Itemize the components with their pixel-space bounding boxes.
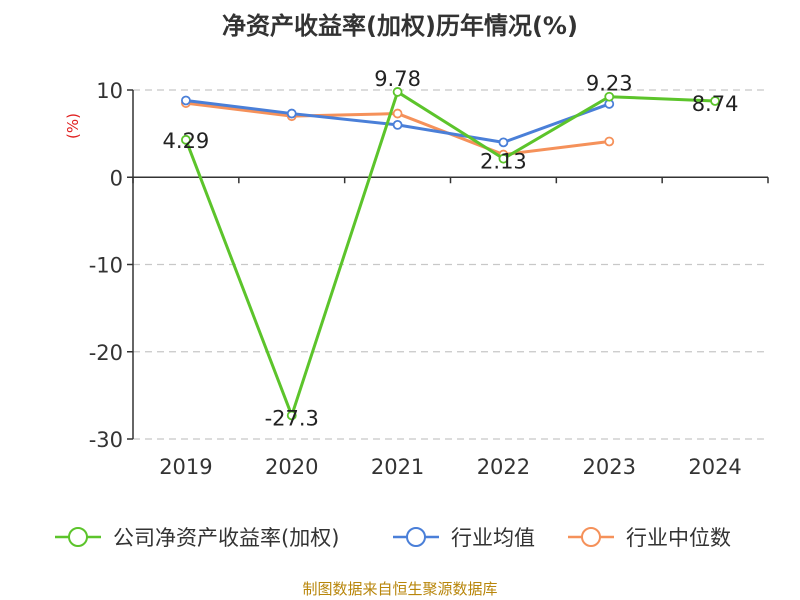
- data-point: [181, 134, 191, 145]
- data-label: 8.74: [692, 92, 739, 116]
- data-point: [392, 120, 403, 130]
- x-tick-label: 2021: [371, 455, 424, 479]
- legend-label: 行业中位数: [626, 526, 731, 550]
- data-label: -27.3: [265, 406, 319, 430]
- legend-label: 公司净资产收益率(加权): [113, 526, 339, 550]
- series-line: [184, 90, 716, 417]
- data-point: [498, 137, 509, 148]
- data-point: [710, 96, 720, 106]
- data-label: 9.78: [374, 67, 421, 91]
- legend-label: 行业均值: [451, 526, 535, 550]
- x-tick-label: 2023: [583, 455, 636, 479]
- legend-marker: [68, 527, 88, 547]
- y-tick-label: -30: [89, 428, 123, 452]
- y-tick-label: 0: [110, 166, 123, 190]
- data-point: [498, 153, 509, 164]
- x-tick-label: 2020: [265, 455, 318, 479]
- data-label: 9.23: [586, 72, 633, 96]
- x-tick-label: 2019: [159, 455, 212, 479]
- source-note: 制图数据来自恒生聚源数据库: [302, 580, 498, 598]
- data-label: 4.29: [163, 129, 210, 153]
- x-tick-label: 2022: [477, 455, 530, 479]
- data-point: [392, 87, 403, 97]
- data-point: [604, 91, 615, 102]
- data-point: [286, 108, 297, 119]
- x-tick-label: 2024: [688, 455, 741, 479]
- y-axis-label: (%): [64, 113, 82, 139]
- legend-marker: [581, 527, 601, 547]
- y-tick-label: -10: [89, 254, 123, 278]
- data-label: 2.13: [480, 150, 527, 174]
- chart-title: 净资产收益率(加权)历年情况(%): [222, 12, 578, 40]
- data-point: [604, 136, 615, 147]
- data-point: [181, 95, 191, 106]
- data-point: [286, 410, 297, 421]
- y-tick-label: -20: [89, 341, 123, 365]
- legend-marker: [406, 527, 426, 547]
- data-point: [392, 108, 403, 119]
- y-tick-label: 10: [96, 79, 123, 103]
